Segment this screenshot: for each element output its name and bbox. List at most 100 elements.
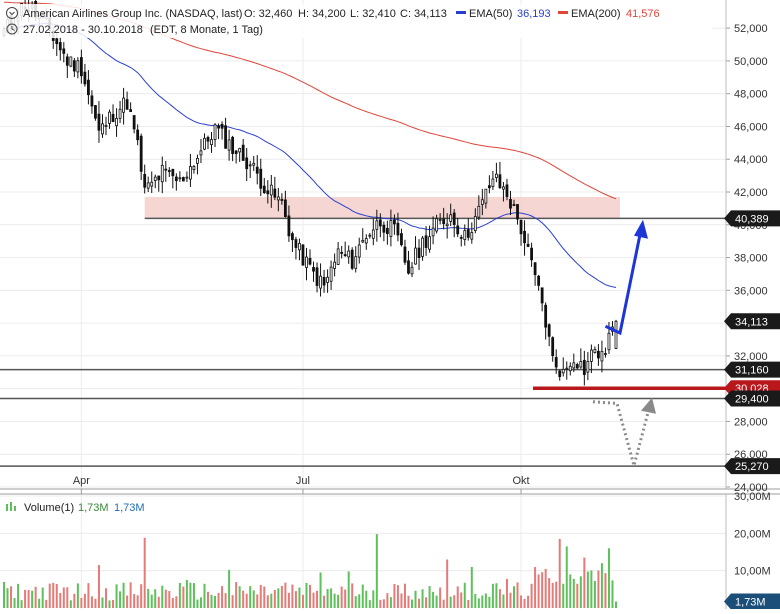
- ema200-legend-value: 41,576: [626, 8, 660, 20]
- time-axis-labels: Apr Jul Okt: [73, 475, 530, 494]
- candle-down: [97, 113, 101, 131]
- volume-value-1: 1,73M: [78, 502, 109, 514]
- candle-down: [291, 233, 294, 241]
- candle-down: [157, 175, 161, 181]
- volume-bar-down: [136, 595, 139, 608]
- candle-up: [371, 229, 375, 239]
- volume-gridlines: [0, 495, 726, 572]
- volume-bar-down: [527, 595, 530, 608]
- candle-down: [287, 215, 291, 237]
- volume-bar-up: [108, 600, 111, 608]
- candle-up: [196, 158, 199, 164]
- price-tick-label: 32,000: [734, 351, 768, 363]
- volume-bar-up: [192, 583, 195, 608]
- candle-up: [364, 238, 368, 244]
- volume-bars: [3, 534, 617, 608]
- volume-bar-up: [203, 583, 206, 608]
- volume-bar-down: [460, 592, 463, 608]
- candle-down: [582, 359, 586, 375]
- candle-down: [217, 125, 220, 129]
- candle-up: [368, 234, 372, 237]
- candle-up: [470, 232, 474, 240]
- candle-up: [238, 148, 242, 153]
- candle-down: [129, 109, 133, 112]
- volume-bar-up: [185, 580, 188, 608]
- candle-up: [435, 218, 439, 232]
- candle-up: [189, 166, 192, 180]
- candle-up: [101, 123, 104, 135]
- close-value: C: 34,113: [400, 8, 447, 20]
- volume-bar-up: [214, 595, 217, 608]
- price-tag-bg: [724, 361, 780, 378]
- volume-bar-down: [453, 595, 456, 608]
- volume-bar-down: [400, 593, 403, 608]
- candle-down: [171, 168, 175, 177]
- ema50-line: [3, 22, 617, 288]
- candle-down: [139, 135, 143, 172]
- candle-down: [136, 129, 140, 141]
- candle-down: [55, 38, 59, 45]
- volume-bar-up: [586, 571, 589, 608]
- ema50-legend-swatch: [456, 11, 466, 14]
- candle-up: [118, 108, 122, 119]
- candle-up: [589, 349, 593, 362]
- volume-bar-down: [259, 584, 262, 608]
- candle-down: [597, 350, 600, 359]
- volume-bar-up: [368, 600, 371, 608]
- candle-down: [407, 260, 410, 274]
- volume-bar-up: [358, 594, 361, 608]
- volume-bar-up: [196, 599, 199, 608]
- candle-down: [206, 137, 210, 142]
- volume-bar-down: [94, 598, 97, 608]
- volume-bar-down: [27, 589, 30, 608]
- volume-bar-up: [421, 589, 424, 608]
- volume-bar-up: [607, 548, 610, 608]
- volume-bar-up: [154, 589, 157, 608]
- candle-down: [417, 247, 421, 258]
- candle-down: [308, 257, 312, 265]
- candle-up: [115, 117, 118, 127]
- candle-up: [122, 97, 125, 113]
- volume-bar-down: [284, 582, 287, 608]
- price-tick-label: 36,000: [734, 285, 768, 297]
- volume-bar-up: [277, 588, 280, 608]
- projection-arrows: [592, 219, 656, 472]
- volume-bar-down: [217, 592, 220, 608]
- candle-down: [245, 157, 249, 170]
- time-tick-label: Okt: [512, 475, 529, 487]
- candle-down: [544, 304, 548, 328]
- volume-bar-down: [256, 594, 259, 608]
- volume-bar-down: [403, 583, 406, 608]
- volume-bar-up: [484, 593, 487, 608]
- volume-bar-down: [87, 583, 90, 608]
- candle-down: [58, 42, 62, 51]
- candle-up: [153, 176, 157, 181]
- price-tags: 40,38931,16030,02829,40025,27034,1131,73…: [724, 210, 780, 610]
- volume-bar-down: [583, 557, 586, 608]
- volume-bar-down: [323, 595, 326, 608]
- candle-down: [125, 99, 129, 110]
- candle-down: [301, 244, 305, 266]
- arrow-up-blue: [604, 229, 643, 336]
- price-candles: [2, 0, 618, 386]
- volume-bar-down: [224, 593, 227, 608]
- candle-down: [393, 219, 396, 225]
- candle-down: [220, 123, 224, 129]
- candle-up: [203, 137, 206, 150]
- chevron-down-icon[interactable]: [6, 7, 18, 19]
- volume-bar-up: [119, 591, 122, 608]
- volume-bar-up: [565, 546, 568, 608]
- volume-bar-down: [418, 598, 421, 608]
- candle-down: [400, 233, 403, 246]
- volume-bar-up: [470, 566, 473, 608]
- volume-label: Volume(1): [24, 502, 74, 514]
- volume-bar-down: [90, 596, 93, 608]
- volume-bar-down: [105, 588, 107, 608]
- candle-down: [164, 168, 168, 171]
- volume-bar-up: [38, 598, 41, 608]
- volume-bar-up: [481, 595, 484, 608]
- price-tick-label: 52,000: [734, 23, 768, 35]
- volume-bar-up: [115, 584, 118, 608]
- volume-bar-down: [157, 596, 160, 608]
